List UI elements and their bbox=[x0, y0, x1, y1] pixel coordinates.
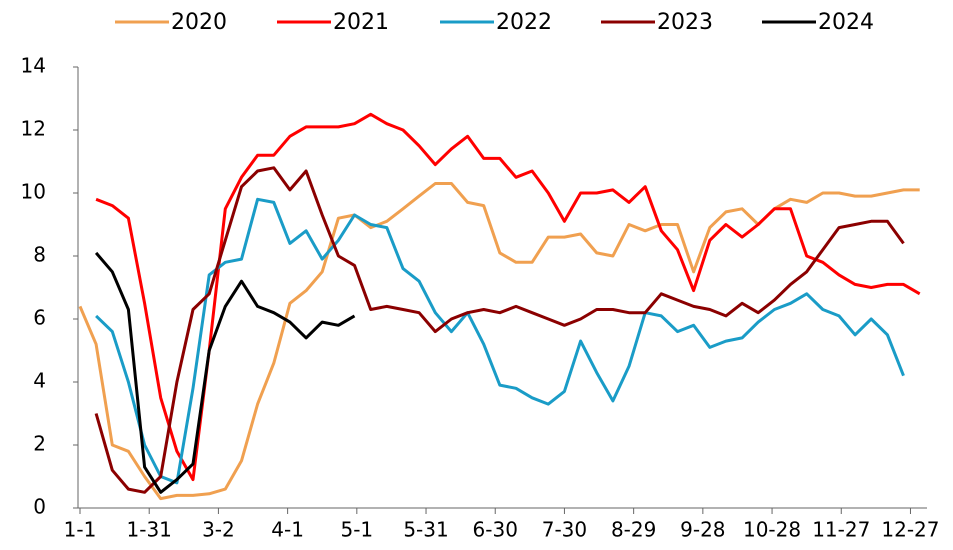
series-line bbox=[95, 112, 921, 482]
x-tick-label: 6-30 bbox=[473, 518, 518, 542]
series-line bbox=[94, 251, 356, 494]
y-tick-label: 12 bbox=[21, 117, 46, 141]
x-tick-label: 8-29 bbox=[611, 518, 656, 542]
series-line bbox=[94, 166, 905, 494]
legend-label: 2022 bbox=[496, 10, 552, 35]
x-tick-label: 4-1 bbox=[271, 518, 304, 542]
x-tick-label: 5-31 bbox=[403, 518, 448, 542]
y-tick-label: 6 bbox=[33, 306, 46, 330]
x-tick-label: 11-27 bbox=[812, 518, 870, 542]
y-tick-label: 2 bbox=[33, 432, 46, 456]
series-line bbox=[95, 197, 905, 485]
x-tick-label: 9-28 bbox=[680, 518, 725, 542]
legend-label: 2021 bbox=[333, 10, 389, 35]
x-tick-label: 7-30 bbox=[542, 518, 587, 542]
x-tick-label: 1-31 bbox=[127, 518, 172, 542]
legend-label: 2024 bbox=[818, 10, 874, 35]
x-tick-label: 5-1 bbox=[340, 518, 373, 542]
y-tick-label: 10 bbox=[21, 180, 46, 204]
y-tick-label: 4 bbox=[33, 369, 46, 393]
y-tick-label: 8 bbox=[33, 243, 46, 267]
y-tick-label: 14 bbox=[21, 54, 46, 78]
legend-label: 2023 bbox=[657, 10, 713, 35]
legend-label: 2020 bbox=[171, 10, 227, 35]
y-tick-label: 0 bbox=[33, 495, 46, 519]
series-line bbox=[78, 182, 920, 501]
x-tick-label: 3-2 bbox=[202, 518, 235, 542]
x-tick-label: 12-27 bbox=[881, 518, 939, 542]
x-tick-label: 10-28 bbox=[743, 518, 801, 542]
x-tick-label: 1-1 bbox=[64, 518, 97, 542]
